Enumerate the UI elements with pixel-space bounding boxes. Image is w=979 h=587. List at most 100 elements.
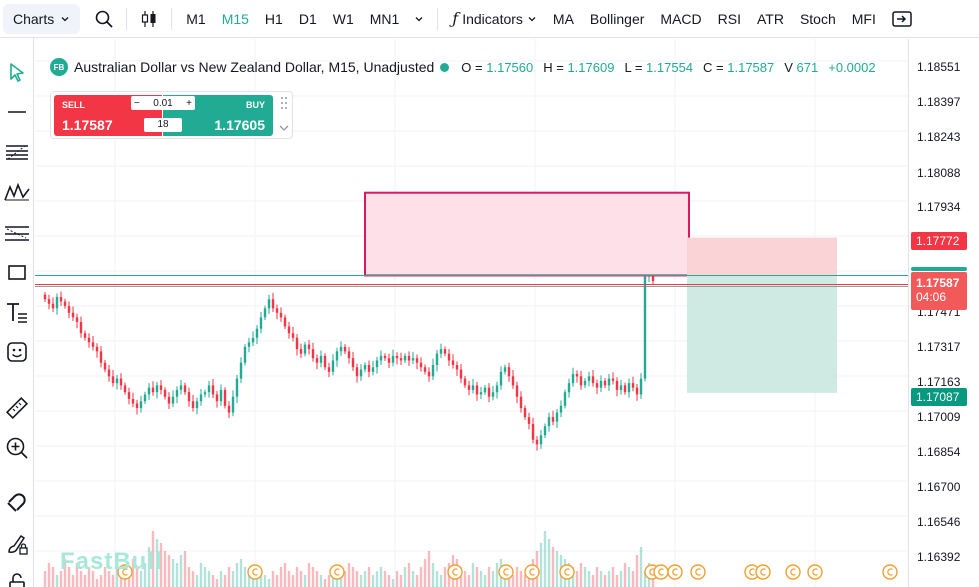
timeframe-mn1[interactable]: MN1 [369, 10, 400, 27]
fib-retracement-icon[interactable] [3, 138, 31, 166]
candle-body [179, 385, 183, 390]
volume-bar [179, 555, 183, 587]
indicator-bollinger[interactable]: Bollinger [589, 10, 645, 27]
volume-bar [319, 575, 323, 587]
indicator-stoch[interactable]: Stoch [799, 10, 836, 27]
price-axis-label: 1.17163 [917, 375, 961, 389]
quantity-stepper[interactable]: − 0.01 + [131, 96, 195, 110]
volume-bar [71, 575, 75, 587]
volume-bar [375, 571, 379, 587]
quantity-decrease-button[interactable]: − [134, 97, 140, 109]
candle-body [143, 394, 147, 402]
search-icon[interactable] [88, 4, 120, 34]
candle-body [443, 349, 447, 354]
pattern-tool-icon[interactable] [3, 178, 31, 206]
candle-body [191, 401, 195, 409]
quantity-increase-button[interactable]: + [186, 97, 192, 109]
collapse-chevron-icon[interactable] [278, 120, 290, 138]
buy-label: BUY [245, 100, 265, 110]
volume-bar [471, 563, 475, 587]
candle-body [483, 387, 487, 393]
change-value: +0.0002 [828, 59, 876, 75]
zoom-in-icon[interactable] [3, 434, 31, 462]
volume-bar [587, 571, 591, 587]
candle-body [155, 385, 159, 393]
charts-menu-label: Charts [13, 10, 55, 27]
price-axis-label: 1.16546 [917, 515, 961, 529]
candle-body [603, 380, 607, 386]
ruler-icon[interactable] [3, 394, 31, 422]
rectangle-tool-icon[interactable] [3, 258, 31, 286]
indicator-ma[interactable]: MA [552, 10, 574, 27]
volume-bar [155, 539, 159, 587]
volume-bar [139, 571, 143, 587]
price-chart[interactable] [35, 39, 908, 587]
candle-body [607, 378, 611, 386]
magnet-icon[interactable] [3, 488, 31, 516]
volume-bar [523, 575, 527, 587]
indicators-button[interactable]: ƒ Indicators [444, 4, 545, 34]
volume-bar [87, 567, 91, 587]
volume-bar [283, 563, 287, 587]
volume-bar [175, 563, 179, 587]
candle-body [387, 358, 391, 363]
candle-body [115, 378, 119, 384]
unlock-icon[interactable] [3, 568, 31, 587]
timeframe-h1[interactable]: H1 [264, 10, 283, 27]
volume-bar [571, 567, 575, 587]
economic-event-icon [559, 564, 575, 580]
text-tool-icon[interactable] [3, 298, 31, 326]
chart-canvas[interactable] [35, 39, 908, 587]
volume-bar [47, 563, 51, 587]
economic-event-icon [247, 564, 263, 580]
volume-bar [107, 571, 111, 587]
candle-body [235, 378, 239, 397]
volume-bar [487, 567, 491, 587]
candle-body [399, 358, 403, 361]
timeframe-d1[interactable]: D1 [298, 10, 317, 27]
candle-body [283, 317, 287, 327]
candle-body [239, 362, 243, 379]
drag-handle-icon[interactable] [280, 96, 288, 115]
candle-body [511, 376, 515, 386]
economic-event-icon [524, 564, 540, 580]
candle-body [287, 326, 291, 334]
cursor-icon[interactable] [3, 58, 31, 86]
volume-bar [247, 571, 251, 587]
indicator-macd[interactable]: MACD [660, 10, 702, 27]
economic-event-icon [690, 564, 706, 580]
drawing-lock-brush-icon[interactable] [3, 530, 31, 558]
price-axis-label: 1.17934 [917, 200, 961, 214]
candle-body [259, 317, 263, 329]
emoji-tool-icon[interactable] [3, 338, 31, 366]
economic-event-glyph [790, 568, 796, 576]
volume-bar [275, 575, 279, 587]
volume-bar [399, 575, 403, 587]
indicator-rsi[interactable]: RSI [717, 10, 741, 27]
exit-fullscreen-icon[interactable] [886, 4, 918, 34]
candle-body [507, 367, 511, 377]
timeframe-m15[interactable]: M15 [221, 10, 249, 27]
candlestick-type-icon[interactable] [133, 4, 165, 34]
candle-body [331, 360, 335, 372]
indicator-atr[interactable]: ATR [756, 10, 784, 27]
more-timeframes-chevron-icon[interactable] [407, 4, 431, 34]
symbol-title[interactable]: Australian Dollar vs New Zealand Dollar,… [74, 59, 435, 75]
candle-body [563, 392, 567, 406]
indicator-mfi[interactable]: MFI [851, 10, 876, 27]
timeframe-w1[interactable]: W1 [332, 10, 354, 27]
timeframe-m1[interactable]: M1 [186, 10, 206, 27]
trend-line-icon[interactable] [3, 98, 31, 126]
candle-body [487, 387, 491, 397]
volume-bar [347, 563, 351, 587]
candle-body [347, 351, 351, 359]
projection-tool-icon[interactable] [3, 218, 31, 246]
volume-bar [259, 571, 263, 587]
candle-body [539, 435, 543, 445]
toolbar-divider [171, 7, 173, 30]
price-axis[interactable]: 1.18551 1.18397 1.18243 1.18088 1.17934 1.174… [908, 39, 979, 587]
quantity-value[interactable]: 0.01 [153, 97, 173, 109]
candle-body [431, 364, 435, 377]
volume-bar [639, 547, 643, 587]
charts-menu-button[interactable]: Charts [3, 3, 81, 34]
